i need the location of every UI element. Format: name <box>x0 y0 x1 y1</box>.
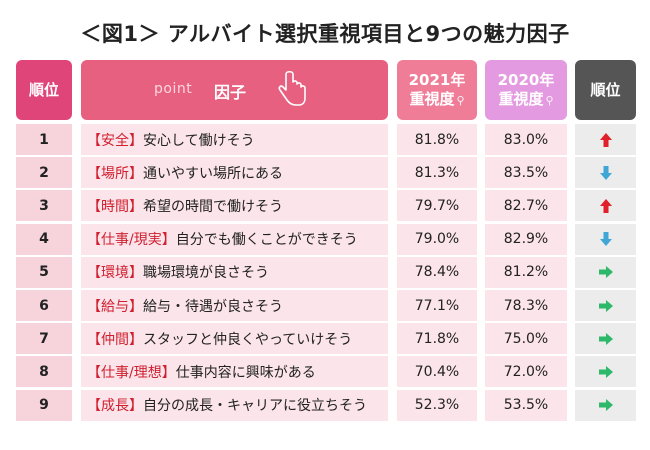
value-2020-cell: 81.2% <box>485 256 567 288</box>
factor-text: 通いやすい場所にある <box>143 165 283 182</box>
table-row: 6 【給与】 給与・待遇が良さそう 77.1% 78.3% <box>0 290 650 321</box>
factor-text: スタッフと仲良くやっていけそう <box>143 331 353 348</box>
arrow-down-icon <box>599 165 612 180</box>
rank-cell: 7 <box>16 323 72 355</box>
rank-cell: 2 <box>16 157 72 189</box>
arrow-right-icon <box>598 332 613 345</box>
arrow-right-icon <box>598 266 613 279</box>
value-2021-cell: 70.4% <box>397 356 477 388</box>
factor-category: 【給与】 <box>87 298 143 315</box>
arrow-right-icon <box>598 399 613 412</box>
value-2020-cell: 78.3% <box>485 290 567 321</box>
table-row: 7 【仲間】 スタッフと仲良くやっていけそう 71.8% 75.0% <box>0 323 650 355</box>
header-rank: 順位 <box>16 60 72 120</box>
factor-category: 【仕事/現実】 <box>87 232 176 249</box>
movement-cell <box>575 256 636 288</box>
header-2021-year: 2021年 <box>408 71 466 90</box>
movement-cell <box>575 356 636 388</box>
factor-text: 仕事内容に興味がある <box>175 364 316 381</box>
table-row: 8 【仕事/理想】 仕事内容に興味がある 70.4% 72.0% <box>0 356 650 388</box>
rank-cell: 9 <box>16 389 72 421</box>
header-point-label: point <box>154 81 193 97</box>
rank-cell: 1 <box>16 124 72 155</box>
factor-cell: 【仲間】 スタッフと仲良くやっていけそう <box>81 323 388 355</box>
value-2020-cell: 83.0% <box>485 124 567 155</box>
header-movement-label: 順位 <box>590 80 621 99</box>
header-movement: 順位 <box>575 60 636 120</box>
arrow-right-icon <box>598 299 613 312</box>
header-factor-label: 因子 <box>214 83 247 102</box>
value-2020-cell: 82.9% <box>485 223 567 255</box>
value-2020-cell: 75.0% <box>485 323 567 355</box>
movement-cell <box>575 190 636 222</box>
factor-text: 希望の時間で働けそう <box>143 198 283 215</box>
factor-cell: 【時間】 希望の時間で働けそう <box>81 190 388 222</box>
factor-cell: 【仕事/理想】 仕事内容に興味がある <box>81 356 388 388</box>
factor-text: 自分の成長・キャリアに役立ちそう <box>143 398 367 415</box>
value-2021-cell: 77.1% <box>397 290 477 321</box>
movement-cell <box>575 124 636 155</box>
header-2021: 2021年 重視度 ⚲ <box>397 60 477 120</box>
factor-category: 【時間】 <box>87 198 143 215</box>
arrow-down-icon <box>599 232 612 247</box>
factor-text: 自分でも働くことができそう <box>175 232 358 249</box>
factor-cell: 【仕事/現実】 自分でも働くことができそう <box>81 223 388 255</box>
factor-cell: 【給与】 給与・待遇が良さそう <box>81 290 388 321</box>
rank-cell: 8 <box>16 356 72 388</box>
rank-cell: 5 <box>16 256 72 288</box>
table-row: 3 【時間】 希望の時間で働けそう 79.7% 82.7% <box>0 190 650 222</box>
value-2021-cell: 71.8% <box>397 323 477 355</box>
header-2020-importance: 重視度 <box>498 90 544 108</box>
value-2020-cell: 72.0% <box>485 356 567 388</box>
movement-cell <box>575 323 636 355</box>
value-2021-cell: 52.3% <box>397 389 477 421</box>
chart-title: ＜図1＞ アルバイト選択重視項目と9つの魅力因子 <box>80 22 570 46</box>
factor-cell: 【成長】 自分の成長・キャリアに役立ちそう <box>81 389 388 421</box>
factor-category: 【仕事/理想】 <box>87 364 176 381</box>
header-2020: 2020年 重視度 ⚲ <box>485 60 567 120</box>
header-2020-year: 2020年 <box>497 71 555 90</box>
value-2021-cell: 79.7% <box>397 190 477 222</box>
arrow-up-icon <box>599 198 612 213</box>
factor-category: 【安全】 <box>87 132 143 149</box>
movement-cell <box>575 157 636 189</box>
value-2020-cell: 53.5% <box>485 389 567 421</box>
rank-cell: 4 <box>16 223 72 255</box>
value-2020-cell: 82.7% <box>485 190 567 222</box>
pointing-hand-icon <box>278 70 306 106</box>
factor-cell: 【安全】 安心して働けそう <box>81 124 388 155</box>
factor-text: 安心して働けそう <box>143 132 255 149</box>
value-2020-cell: 83.5% <box>485 157 567 189</box>
factor-cell: 【場所】 通いやすい場所にある <box>81 157 388 189</box>
header-rank-label: 順位 <box>28 80 59 99</box>
factor-category: 【成長】 <box>87 398 143 415</box>
factor-text: 職場環境が良さそう <box>143 265 269 282</box>
arrow-up-icon <box>599 132 612 147</box>
header-2021-importance: 重視度 <box>409 90 455 108</box>
value-2021-cell: 78.4% <box>397 256 477 288</box>
table-row: 1 【安全】 安心して働けそう 81.8% 83.0% <box>0 124 650 155</box>
value-2021-cell: 79.0% <box>397 223 477 255</box>
movement-cell <box>575 223 636 255</box>
table-row: 2 【場所】 通いやすい場所にある 81.3% 83.5% <box>0 157 650 189</box>
factor-category: 【環境】 <box>87 265 143 282</box>
table-row: 4 【仕事/現実】 自分でも働くことができそう 79.0% 82.9% <box>0 223 650 255</box>
arrow-right-icon <box>598 365 613 378</box>
movement-cell <box>575 389 636 421</box>
magnifier-icon: ⚲ <box>456 94 465 107</box>
table-row: 5 【環境】 職場環境が良さそう 78.4% 81.2% <box>0 256 650 288</box>
factor-text: 給与・待遇が良さそう <box>143 298 283 315</box>
factor-cell: 【環境】 職場環境が良さそう <box>81 256 388 288</box>
rank-cell: 3 <box>16 190 72 222</box>
factor-category: 【場所】 <box>87 165 143 182</box>
rank-cell: 6 <box>16 290 72 321</box>
magnifier-icon: ⚲ <box>545 94 554 107</box>
header-factor: point 因子 <box>81 60 388 120</box>
value-2021-cell: 81.8% <box>397 124 477 155</box>
factor-category: 【仲間】 <box>87 331 143 348</box>
value-2021-cell: 81.3% <box>397 157 477 189</box>
movement-cell <box>575 290 636 321</box>
table-row: 9 【成長】 自分の成長・キャリアに役立ちそう 52.3% 53.5% <box>0 389 650 421</box>
